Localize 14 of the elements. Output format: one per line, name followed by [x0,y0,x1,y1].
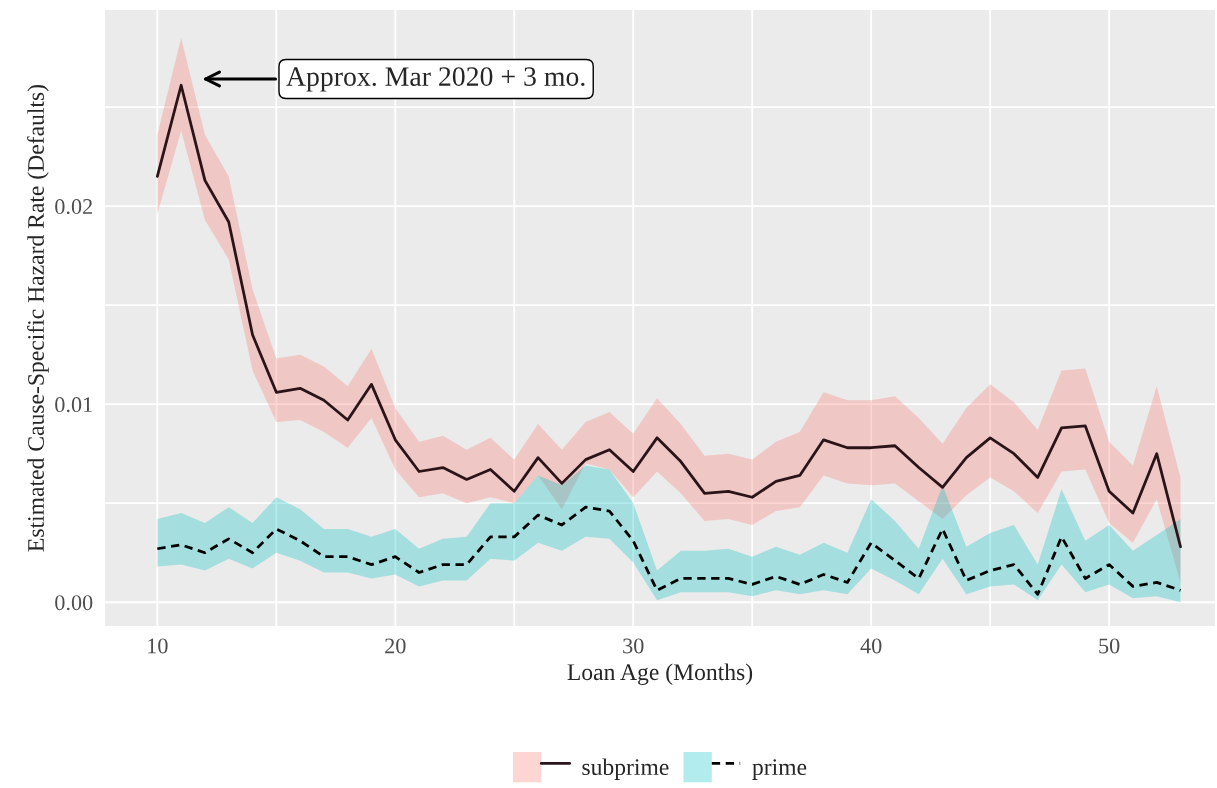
y-tick-label: 0.02 [55,199,92,215]
x-tick-label: 20 [385,638,406,654]
annotation: Approx. Mar 2020 + 3 mo. [286,67,585,92]
x-tick-label: 50 [1099,638,1120,654]
y-tick-label: 0.01 [55,397,92,413]
x-axis-title: Loan Age (Months) [567,663,753,685]
legend-label: prime [752,759,807,780]
x-tick-label: 10 [148,638,168,654]
legend-label: subprime [582,758,669,780]
line-series [155,505,1182,596]
x-tick-label: 40 [860,638,882,654]
y-tick-label: 0.00 [55,595,93,611]
x-tick-label: 30 [623,638,644,654]
y-axis-title: Estimated Cause-Specific Hazard Rate (Defaults) [27,85,49,552]
